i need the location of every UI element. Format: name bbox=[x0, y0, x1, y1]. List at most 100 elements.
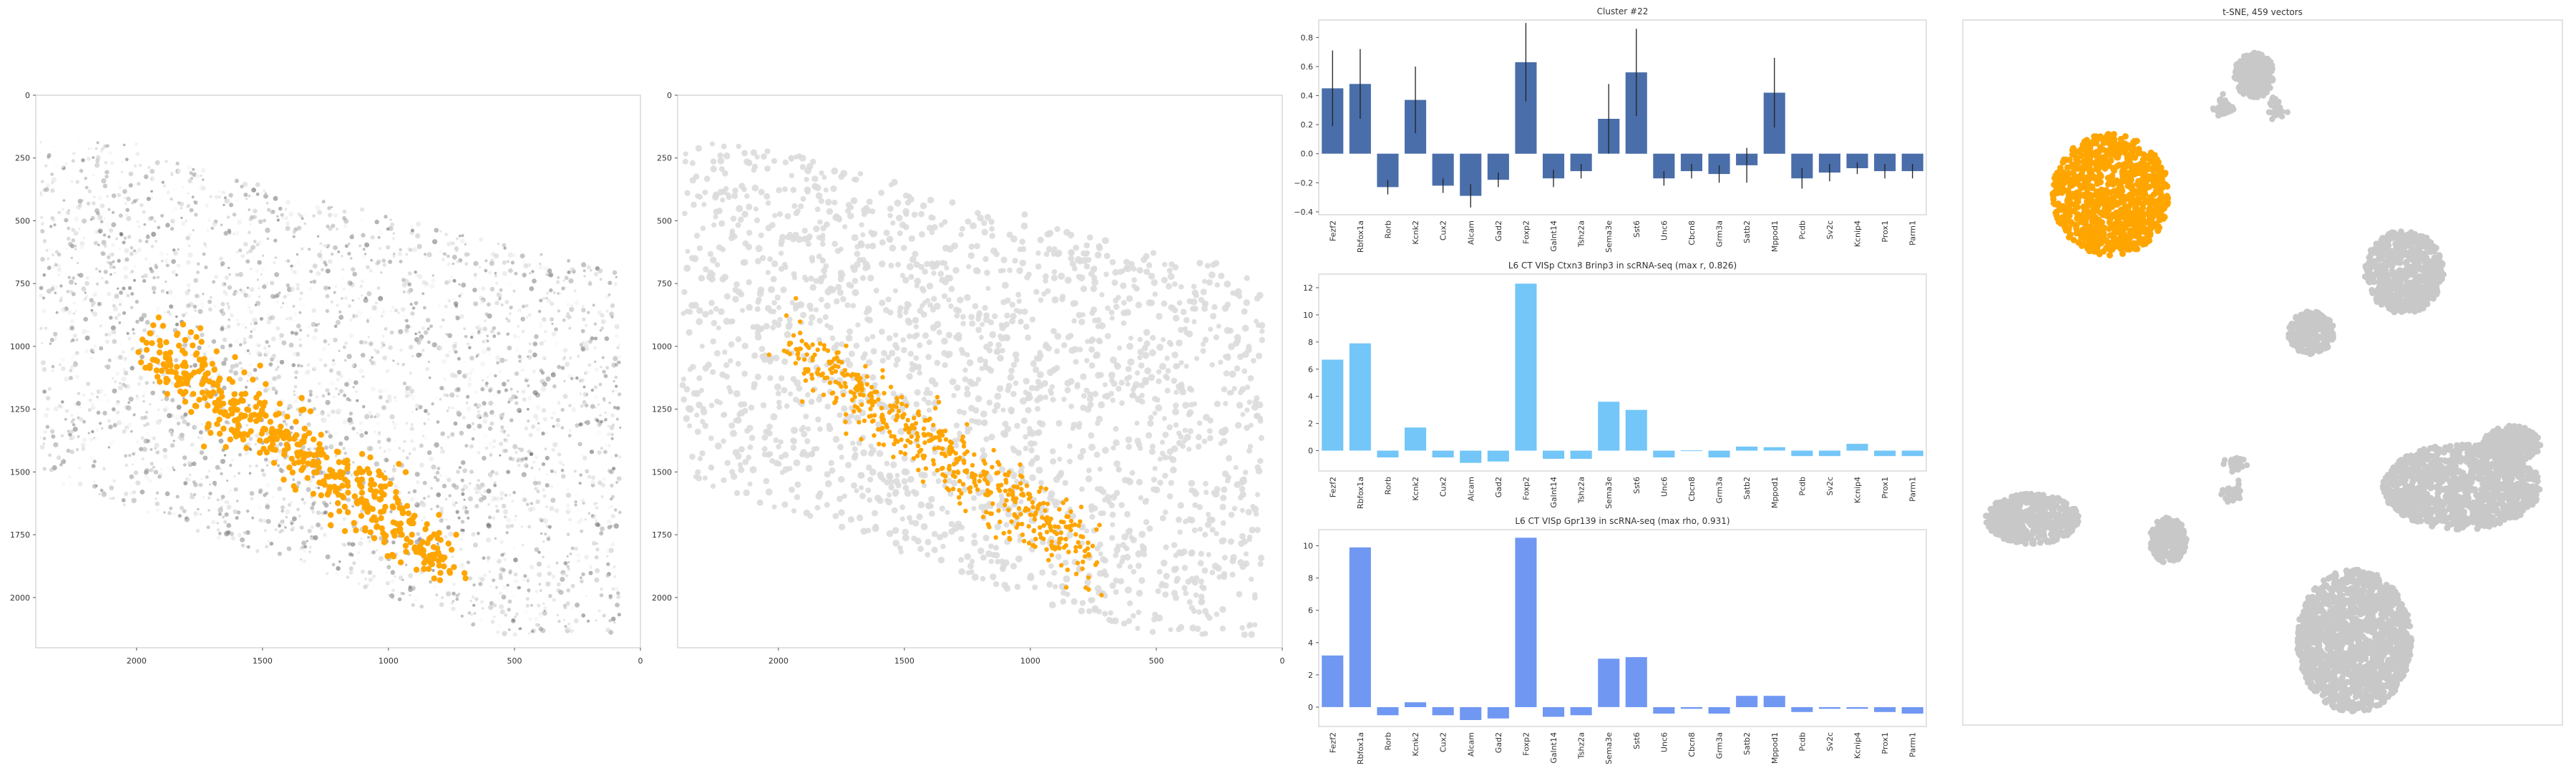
tissue-point bbox=[441, 596, 444, 599]
tissue-point bbox=[474, 273, 477, 276]
tissue-point bbox=[567, 434, 572, 438]
tissue-point bbox=[457, 369, 462, 375]
tissue-point bbox=[352, 488, 358, 493]
highlighted-cell bbox=[143, 339, 150, 346]
tissue-point bbox=[156, 276, 160, 279]
tissue-point bbox=[583, 371, 587, 375]
tissue-point bbox=[183, 481, 188, 486]
tissue-point bbox=[1159, 515, 1166, 522]
tissue-point bbox=[567, 623, 570, 626]
tissue-point bbox=[483, 490, 487, 493]
tissue-point bbox=[223, 454, 227, 457]
tissue-point bbox=[274, 368, 278, 371]
tissue-point bbox=[595, 568, 600, 573]
tissue-point bbox=[74, 361, 77, 364]
tissue-point bbox=[476, 288, 481, 293]
highlighted-cell bbox=[366, 470, 373, 477]
tissue-point bbox=[1087, 234, 1093, 241]
tissue-point bbox=[175, 273, 178, 277]
tissue-point bbox=[361, 294, 364, 297]
tissue-point bbox=[439, 230, 442, 233]
tissue-point bbox=[470, 336, 474, 339]
tissue-point bbox=[545, 376, 551, 382]
tissue-point bbox=[945, 331, 952, 339]
tissue-point bbox=[45, 396, 51, 401]
tissue-point bbox=[1199, 584, 1205, 590]
tissue-point bbox=[133, 278, 136, 282]
tissue-point bbox=[1067, 231, 1075, 239]
tissue-point bbox=[126, 405, 132, 411]
highlighted-cell bbox=[436, 563, 443, 569]
tissue-point bbox=[235, 199, 238, 203]
tissue-point bbox=[888, 479, 894, 485]
tissue-point bbox=[66, 448, 71, 453]
tissue-point bbox=[547, 571, 552, 576]
highlighted-cell bbox=[436, 512, 442, 518]
tissue-point bbox=[791, 508, 797, 514]
tissue-point bbox=[513, 572, 518, 577]
tissue-point bbox=[196, 294, 200, 298]
tissue-point bbox=[94, 208, 99, 213]
tissue-point bbox=[243, 340, 247, 345]
tissue-point bbox=[361, 404, 366, 409]
tissue-point bbox=[143, 424, 147, 427]
tissue-point bbox=[899, 273, 906, 278]
tissue-point bbox=[527, 419, 530, 423]
tissue-point bbox=[280, 410, 286, 417]
tissue-point bbox=[1093, 451, 1101, 458]
tissue-point bbox=[222, 515, 225, 519]
tissue-point bbox=[259, 308, 263, 312]
tissue-point bbox=[452, 263, 454, 266]
tissue-point bbox=[1108, 391, 1114, 397]
tissue-point bbox=[1035, 263, 1042, 270]
tissue-point bbox=[255, 518, 259, 522]
tissue-point bbox=[316, 510, 321, 515]
tissue-point bbox=[243, 337, 247, 341]
tissue-point bbox=[175, 426, 180, 431]
tissue-point bbox=[1079, 486, 1085, 492]
tissue-point bbox=[506, 379, 510, 383]
tissue-point bbox=[439, 386, 444, 391]
tissue-point bbox=[1221, 555, 1228, 561]
tissue-point bbox=[540, 613, 544, 618]
tissue-point bbox=[968, 243, 975, 250]
tissue-point bbox=[679, 381, 686, 389]
tissue-point bbox=[175, 495, 180, 499]
tissue-point bbox=[617, 613, 621, 617]
tissue-point bbox=[371, 305, 377, 311]
tissue-point bbox=[1188, 480, 1195, 487]
tissue-point bbox=[472, 603, 476, 607]
tissue-point bbox=[557, 309, 561, 313]
tissue-point bbox=[492, 326, 497, 331]
tissue-point bbox=[1245, 508, 1252, 516]
tissue-point bbox=[318, 323, 321, 326]
tissue-point bbox=[982, 305, 988, 311]
tissue-point bbox=[499, 370, 502, 373]
tissue-point bbox=[574, 469, 578, 472]
tissue-point bbox=[777, 211, 783, 218]
tissue-point bbox=[343, 394, 347, 397]
tissue-point bbox=[376, 421, 381, 426]
tissue-point bbox=[221, 308, 225, 311]
tissue-point bbox=[284, 215, 288, 220]
tissue-point bbox=[271, 210, 275, 214]
tissue-point bbox=[78, 228, 81, 230]
tissue-point bbox=[487, 523, 492, 529]
tissue-point bbox=[282, 419, 286, 424]
tissue-point bbox=[867, 476, 874, 483]
tissue-point bbox=[489, 601, 494, 606]
tissue-point bbox=[981, 228, 988, 236]
tissue-point bbox=[92, 195, 96, 199]
tissue-point bbox=[44, 227, 49, 232]
tissue-point bbox=[67, 310, 72, 315]
highlighted-cell bbox=[228, 427, 235, 433]
tissue-point bbox=[157, 475, 162, 479]
tissue-point bbox=[94, 147, 98, 150]
tissue-point bbox=[276, 359, 280, 364]
tissue-point bbox=[545, 581, 551, 587]
tissue-point bbox=[1220, 495, 1227, 502]
tissue-point bbox=[793, 210, 800, 217]
tissue-point bbox=[258, 295, 261, 298]
x-tick-label: 1000 bbox=[379, 656, 399, 666]
tissue-point bbox=[1192, 502, 1199, 508]
